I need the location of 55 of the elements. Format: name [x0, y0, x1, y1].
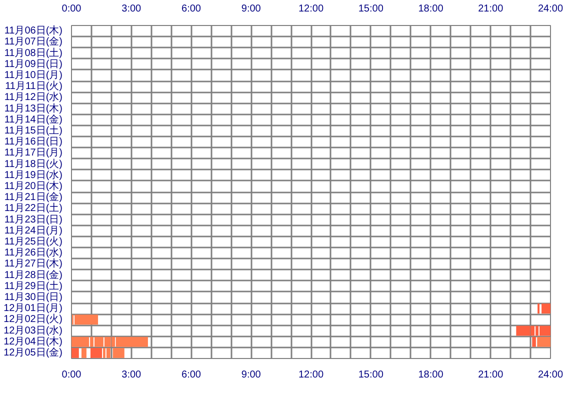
- y-tick-label: 11月24日(月): [4, 225, 63, 236]
- y-tick-label: 11月20日(木): [4, 180, 63, 192]
- x2-tick-label: 0:00: [62, 370, 82, 380]
- y-tick-label: 11月26日(水): [4, 246, 63, 259]
- y-tick-label: 12月03日(水): [4, 324, 62, 336]
- bar: [90, 348, 102, 358]
- y-tick-label: 11月14日(金): [4, 113, 63, 126]
- y-tick-label: 11月12日(水): [4, 91, 63, 104]
- y-tick-label: 11月06日(木): [4, 24, 63, 37]
- y-tick-label: 11月19日(水): [4, 168, 63, 181]
- bar: [72, 348, 79, 358]
- y-tick-label: 12月04日(木): [4, 335, 62, 348]
- y-tick-label: 11月11日(火): [5, 80, 62, 92]
- y-tick-label: 11月09日(日): [4, 58, 63, 70]
- x2-tick-label: 6:00: [182, 370, 202, 380]
- x-tick-label: 18:00: [418, 4, 444, 14]
- x2-tick-label: 18:00: [418, 370, 444, 380]
- y-tick-label: 11月21日(金): [4, 191, 63, 204]
- x-tick-label: 15:00: [358, 4, 384, 14]
- y-tick-label: 12月05日(金): [4, 346, 62, 358]
- x2-tick-label: 15:00: [358, 370, 384, 380]
- x-tick-label: 21:00: [478, 4, 504, 14]
- x-tick-label: 12:00: [298, 4, 324, 14]
- y-tick-label: 12月02日(火): [4, 313, 62, 326]
- y-tick-label: 11月17日(月): [4, 148, 63, 159]
- y-tick-label: 11月10日(月): [4, 70, 63, 81]
- bar: [542, 304, 550, 314]
- x2-tick-label: 21:00: [478, 370, 504, 380]
- y-tick-label: 11月29日(土): [4, 280, 63, 292]
- y-tick-label: 11月16日(日): [4, 136, 63, 148]
- x2-tick-label: 9:00: [241, 370, 262, 380]
- y-tick-label: 11月15日(土): [4, 124, 63, 136]
- y-tick-label: 11月07日(金): [4, 36, 63, 48]
- bar: [516, 326, 530, 336]
- x2-tick-label: 24:00: [538, 370, 564, 380]
- y-tick-label: 11月23日(日): [4, 214, 63, 226]
- y-tick-label: 11月25日(火): [4, 235, 63, 248]
- bar: [540, 326, 550, 336]
- y-tick-label: 11月22日(土): [4, 202, 63, 214]
- y-tick-label: 11月30日(日): [4, 292, 63, 303]
- y-tick-label: 11月13日(木): [4, 102, 63, 114]
- x-tick-label: 3:00: [122, 4, 142, 14]
- x-tick-label: 9:00: [241, 4, 262, 14]
- x2-tick-label: 3:00: [122, 370, 142, 380]
- bar: [74, 314, 98, 325]
- x-tick-label: 24:00: [538, 4, 564, 14]
- y-tick-label: 11月27日(木): [4, 258, 63, 270]
- x2-tick-label: 12:00: [298, 370, 324, 380]
- y-tick-label: 12月01日(月): [4, 303, 62, 314]
- y-tick-label: 11月08日(土): [4, 46, 63, 59]
- y-tick-label: 11月28日(金): [4, 268, 63, 281]
- bar: [537, 336, 550, 347]
- x-tick-label: 0:00: [62, 4, 82, 14]
- x-tick-label: 6:00: [182, 4, 202, 14]
- y-tick-label: 11月18日(火): [4, 158, 63, 170]
